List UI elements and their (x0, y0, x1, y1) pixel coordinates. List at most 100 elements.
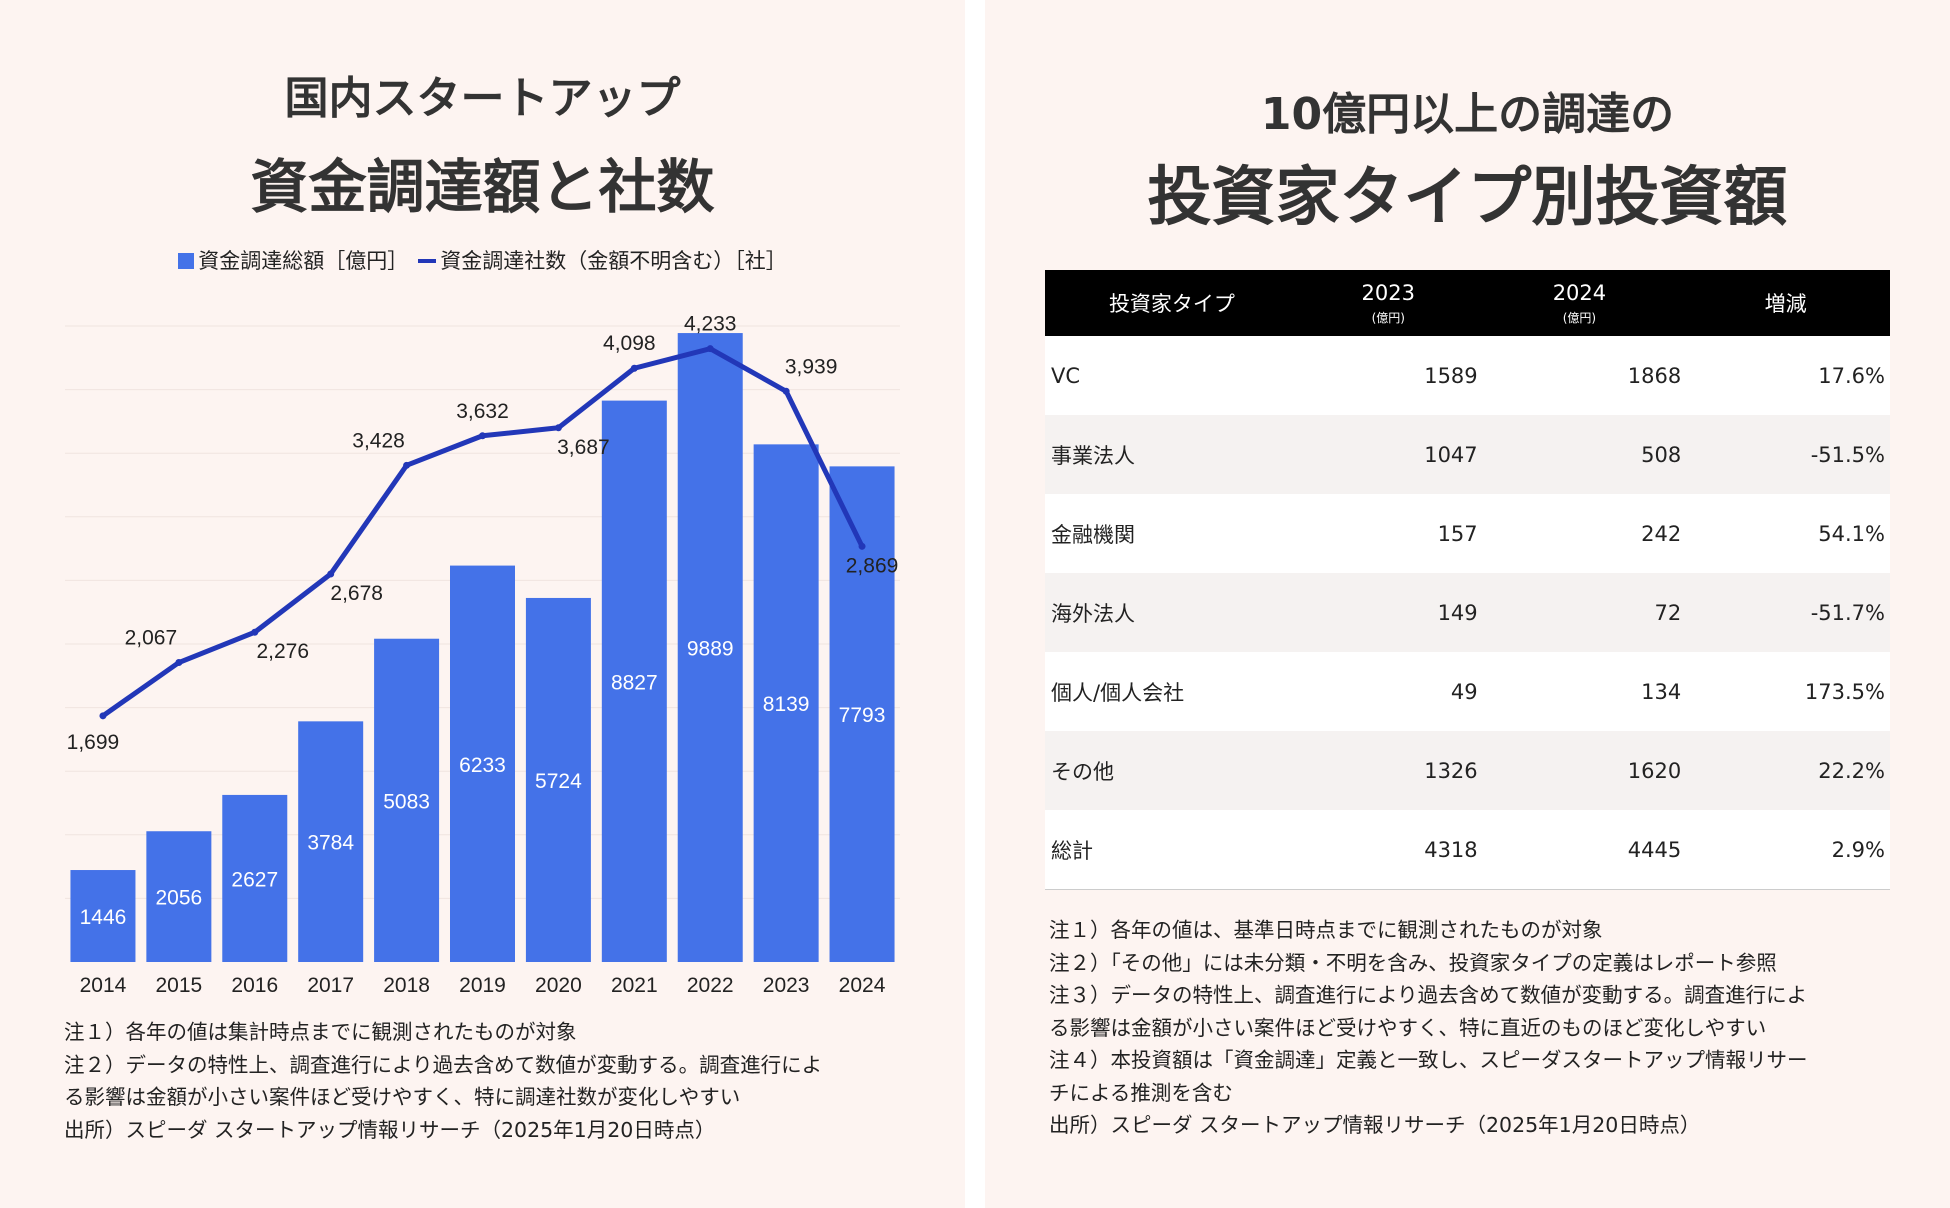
x-tick-label: 2021 (611, 974, 658, 997)
cell-2024: 242 (1477, 494, 1682, 573)
note-line: 注２）データの特性上、調査進行により過去含めて数値が変動する。調査進行によ (64, 1052, 823, 1077)
legend-line-label: 資金調達社数（金額不明含む）［社］ (440, 249, 787, 273)
table-row: 個人/個人会社 49 134 173.5% (1045, 652, 1890, 731)
note-line: 注４）本投資額は「資金調達」定義と一致し、スピーダスタートアップ情報リサー (1049, 1048, 1808, 1072)
header-2024: 2024 (億円) (1477, 270, 1682, 336)
note-line: 注１）各年の値は集計時点までに観測されたものが対象 (64, 1020, 577, 1044)
x-tick-label: 2019 (459, 974, 506, 997)
cell-2024: 1868 (1477, 336, 1682, 415)
table-header-row: 投資家タイプ 2023 (億円) 2024 (億円) 増減 (1045, 270, 1890, 336)
cell-type: その他 (1045, 731, 1299, 810)
header-2023: 2023 (億円) (1298, 270, 1478, 336)
x-tick-label: 2023 (763, 974, 810, 997)
bar-2021 (601, 400, 667, 962)
cell-change: 173.5% (1681, 652, 1890, 731)
cell-2023: 1047 (1298, 415, 1478, 494)
note-line: チによる推測を含む (1049, 1080, 1233, 1105)
line-point (479, 432, 486, 440)
table-row: VC 1589 1868 17.6% (1045, 336, 1890, 415)
right-panel: 10億円以上の調達の 投資家タイプ別投資額 投資家タイプ 2023 (億円) 20… (985, 0, 1950, 1208)
cell-2023: 1326 (1298, 731, 1478, 810)
header-2023-year: 2023 (1361, 280, 1415, 305)
bar-value-label: 2056 (156, 887, 203, 910)
bar-value-label: 7793 (839, 704, 886, 727)
cell-change: 22.2% (1681, 731, 1890, 810)
line-value-label: 2,869 (846, 554, 899, 577)
note-line: 出所）スピーダ スタートアップ情報リサーチ（2025年1月20日時点） (64, 1117, 716, 1142)
cell-2023: 149 (1298, 573, 1478, 652)
bar-value-label: 8827 (611, 671, 658, 694)
line-value-label: 3,632 (456, 400, 509, 423)
bar-2019 (450, 565, 515, 962)
cell-change: 54.1% (1681, 494, 1890, 573)
line-point (706, 345, 714, 353)
line-value-label: 2,067 (125, 627, 178, 650)
cell-2023: 1589 (1298, 336, 1478, 415)
note-line: 注１）各年の値は、基準日時点までに観測されたものが対象 (1049, 918, 1603, 942)
x-tick-label: 2018 (383, 974, 430, 997)
note-line: 注３）データの特性上、調査進行により過去含めて数値が変動する。調査進行によ (1049, 983, 1808, 1007)
bar-value-label: 5724 (535, 770, 582, 793)
line-value-label: 3,939 (785, 355, 838, 378)
cell-type: 海外法人 (1045, 573, 1299, 652)
x-tick-label: 2020 (535, 974, 582, 997)
cell-type: 個人/個人会社 (1045, 652, 1299, 731)
chart-title-line1: 国内スタートアップ (284, 73, 681, 124)
table-row: 海外法人 149 72 -51.7% (1045, 573, 1890, 652)
bar-2018 (374, 638, 440, 962)
cell-2023: 4318 (1298, 810, 1478, 890)
line-point (327, 570, 335, 578)
bar-2023 (753, 444, 819, 962)
line-value-label: 3,428 (352, 429, 405, 452)
bar-value-label: 9889 (687, 638, 734, 661)
line-point (554, 424, 562, 432)
cell-type: VC (1045, 336, 1299, 415)
cell-change: 17.6% (1681, 336, 1890, 415)
cell-2023: 49 (1298, 652, 1478, 731)
cell-2024: 134 (1477, 652, 1682, 731)
cell-2024: 1620 (1477, 731, 1682, 810)
x-tick-label: 2014 (80, 974, 127, 997)
header-2023-unit: (億円) (1371, 310, 1405, 325)
table-row: 金融機関 157 242 54.1% (1045, 494, 1890, 573)
bar-value-label: 5083 (383, 790, 430, 813)
note-line: 注２）「その他」には未分類・不明を含み、投資家タイプの定義はレポート参照 (1049, 950, 1777, 975)
header-investor-type: 投資家タイプ (1045, 270, 1299, 336)
line-point (251, 628, 259, 636)
bar-value-label: 1446 (80, 906, 127, 929)
line-point (782, 387, 790, 395)
line-value-label: 3,687 (557, 436, 610, 459)
x-tick-label: 2016 (231, 974, 278, 997)
investor-type-table: 投資家タイプ 2023 (億円) 2024 (億円) 増減 VC 1589 1868 17… (1045, 270, 1890, 890)
right-notes: 注１）各年の値は、基準日時点までに観測されたものが対象 注２）「その他」には未分… (1049, 914, 1919, 1142)
x-tick-label: 2015 (156, 974, 203, 997)
line-point (99, 712, 107, 720)
bar-2017 (298, 721, 364, 962)
note-line: る影響は金額が小さい案件ほど受けやすく、特に調達社数が変化しやすい (64, 1085, 741, 1109)
bar-2015 (146, 831, 212, 962)
line-point (630, 364, 638, 372)
table-title-line2: 投資家タイプ別投資額 (1147, 161, 1788, 235)
bar-2014 (70, 870, 136, 962)
cell-2024: 4445 (1477, 810, 1682, 890)
header-2024-unit: (億円) (1562, 310, 1597, 325)
header-change: 増減 (1681, 270, 1890, 336)
left-panel: 国内スタートアップ 資金調達額と社数 資金調達総額［億円］ 資金調達社数（金額不明… (0, 0, 965, 1208)
cell-type: 事業法人 (1045, 415, 1299, 494)
left-notes: 注１）各年の値は集計時点までに観測されたものが対象 注２）データの特性上、調査進… (64, 1016, 924, 1146)
table-row: その他 1326 1620 22.2% (1045, 731, 1890, 810)
cell-change: 2.9% (1681, 810, 1890, 890)
x-tick-label: 2017 (307, 974, 354, 997)
cell-change: -51.5% (1681, 415, 1890, 494)
bar-2020 (525, 597, 591, 962)
line-point (403, 461, 411, 469)
table-row: 総計 4318 4445 2.9% (1045, 810, 1890, 890)
chart-area: 1446 2014 2056 2015 2627 2016 3784 2017 5083 2018… (65, 313, 900, 997)
bar-value-label: 6233 (459, 754, 506, 777)
chart-title-line2: 資金調達額と社数 (250, 153, 715, 221)
note-line: 出所）スピーダ スタートアップ情報リサーチ（2025年1月20日時点） (1049, 1113, 1701, 1137)
table-title-line1: 10億円以上の調達の (1260, 89, 1675, 140)
bar-2022 (677, 333, 743, 963)
chart-legend: 資金調達総額［億円］ 資金調達社数（金額不明含む）［社］ (0, 245, 965, 275)
cell-type: 総計 (1045, 810, 1299, 890)
